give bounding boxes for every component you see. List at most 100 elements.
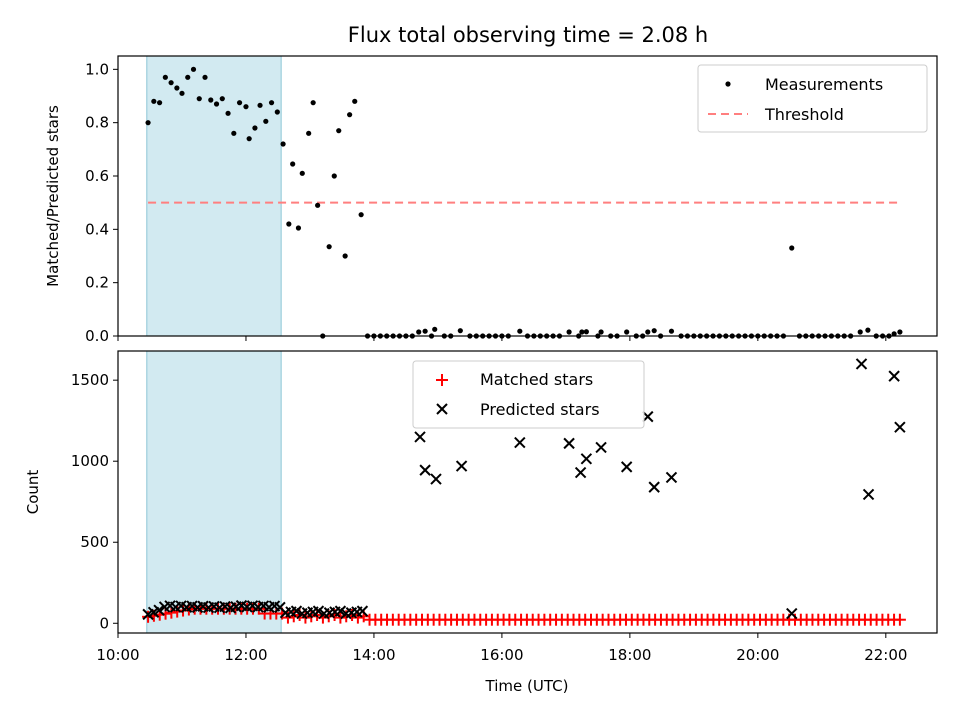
- measurement-point: [891, 331, 897, 337]
- figure-title: Flux total observing time = 2.08 h: [348, 23, 708, 47]
- measurement-point: [897, 329, 903, 335]
- measurement-point: [268, 100, 275, 106]
- x-tick-label: 12:00: [224, 646, 267, 664]
- legend-matched-label: Matched stars: [480, 370, 593, 389]
- measurement-point: [416, 329, 422, 335]
- measurement-point: [583, 329, 589, 335]
- bottom-legend-box: [412, 360, 645, 429]
- x-tick-label: 16:00: [480, 646, 523, 664]
- measurement-point: [246, 136, 252, 142]
- measurement-point: [331, 173, 337, 179]
- predicted-star-marker: [419, 464, 431, 476]
- bottom-y-tick-label: 1000: [71, 452, 109, 470]
- bottom-legend: Matched stars Predicted stars: [412, 360, 645, 429]
- measurement-point: [179, 90, 185, 96]
- measurement-point: [579, 329, 585, 335]
- predicted-star-marker: [888, 370, 900, 382]
- predicted-star-marker: [894, 421, 906, 433]
- measurement-point: [225, 110, 231, 116]
- top-y-tick-label: 0.4: [85, 220, 109, 238]
- measurement-point: [598, 329, 604, 335]
- measurement-point: [457, 328, 463, 334]
- measurement-point: [295, 225, 302, 231]
- measurement-point: [243, 104, 249, 110]
- x-tick-label: 10:00: [96, 646, 139, 664]
- measurement-point: [422, 328, 428, 334]
- measurement-point: [310, 100, 316, 106]
- top-legend-box: [697, 64, 928, 133]
- predicted-star-marker: [574, 466, 587, 479]
- measurement-point: [196, 96, 202, 102]
- x-axis-label: Time (UTC): [485, 677, 569, 695]
- measurement-point: [174, 85, 180, 91]
- measurement-point: [219, 96, 225, 102]
- predicted-star-marker: [648, 481, 660, 493]
- measurement-point: [326, 244, 332, 250]
- top-legend: Measurements Threshold: [697, 64, 928, 133]
- measurement-point: [202, 74, 208, 80]
- measurement-point: [566, 329, 572, 335]
- matched-star-marker: [142, 610, 155, 623]
- bottom-y-tick-label: 0: [99, 614, 109, 632]
- measurement-point: [168, 80, 174, 86]
- measurement-point: [156, 100, 163, 106]
- measurement-point: [208, 97, 214, 103]
- measurement-point: [236, 100, 243, 106]
- top-shaded-interval: [146, 55, 282, 337]
- predicted-star-marker: [595, 441, 607, 454]
- bottom-y-tick-label: 500: [80, 533, 109, 551]
- predicted-star-marker: [455, 460, 468, 472]
- measurement-point: [352, 98, 358, 104]
- measurement-point: [190, 66, 197, 72]
- predicted-star-marker: [665, 471, 678, 484]
- predicted-star-marker: [580, 453, 593, 465]
- measurement-point: [432, 326, 438, 332]
- predicted-star-marker: [862, 488, 875, 501]
- measurement-point: [286, 221, 292, 227]
- bottom-shaded-interval: [146, 350, 282, 634]
- top-y-tick-label: 0.8: [85, 114, 109, 132]
- legend-predicted-marker: [436, 403, 448, 415]
- x-tick-label: 14:00: [352, 646, 395, 664]
- measurement-point: [789, 245, 795, 251]
- measurement-point: [145, 120, 151, 126]
- x-tick-label: 18:00: [608, 646, 651, 664]
- top-y-axis-label: Matched/Predicted stars: [44, 105, 62, 287]
- matched-star-marker: [334, 611, 347, 624]
- measurement-point: [342, 253, 348, 259]
- measurement-point: [231, 130, 237, 136]
- legend-measurements-label: Measurements: [765, 75, 883, 94]
- measurement-point: [213, 101, 220, 107]
- measurement-point: [651, 328, 657, 334]
- top-y-tick-label: 0.2: [85, 274, 109, 292]
- matched-star-marker: [893, 613, 906, 626]
- predicted-star-marker: [356, 605, 369, 617]
- measurement-point: [517, 328, 523, 334]
- predicted-star-marker: [514, 436, 526, 449]
- top-axes-frame: [117, 55, 938, 337]
- top-y-tick-label: 0.0: [85, 327, 109, 345]
- measurement-point: [624, 329, 630, 335]
- legend-measurements-marker: [725, 81, 731, 87]
- measurement-point: [185, 74, 191, 80]
- measurement-point: [162, 74, 168, 80]
- measurement-point: [274, 109, 280, 115]
- measurement-point: [645, 329, 651, 335]
- measurement-point: [668, 328, 675, 334]
- measurement-point: [306, 130, 312, 136]
- measurement-point: [252, 125, 258, 131]
- predicted-star-marker: [786, 607, 798, 620]
- top-y-tick-label: 0.6: [85, 167, 109, 185]
- bottom-y-ticks: 0 500 1000 1500: [71, 371, 118, 632]
- measurement-point: [347, 112, 353, 118]
- predicted-star-marker: [620, 461, 633, 473]
- measurement-point: [280, 141, 286, 147]
- bottom-axes-frame: [117, 350, 938, 634]
- top-y-tick-label: 1.0: [85, 60, 109, 78]
- measurement-point: [857, 329, 863, 335]
- bottom-panel: 0 500 1000 1500 10:00 12:00 14:00 16:00 18:00 20…: [24, 350, 938, 695]
- measurement-point: [151, 98, 157, 104]
- measurement-point: [257, 102, 263, 108]
- x-tick-label: 22:00: [864, 646, 907, 664]
